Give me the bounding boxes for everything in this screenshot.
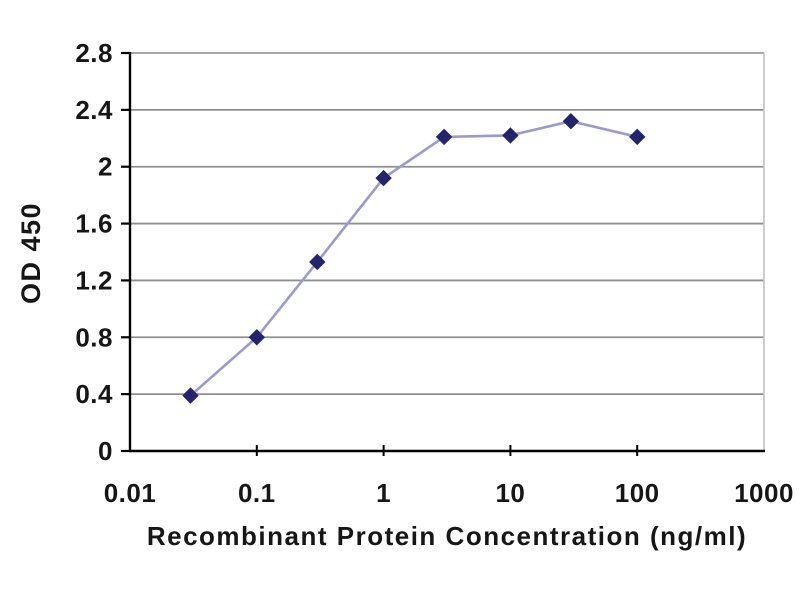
data-point-marker — [375, 169, 392, 187]
series-line — [189, 119, 639, 397]
y-tick-label: 2 — [98, 152, 113, 182]
y-axis-title: OD 450 — [16, 202, 46, 304]
data-point-marker — [435, 128, 453, 146]
x-tick-label: 100 — [615, 478, 660, 508]
data-point-marker — [182, 387, 199, 404]
y-tick-marks — [121, 51, 130, 453]
x-tick-label: 1000 — [734, 478, 794, 508]
x-tick-marks — [255, 445, 639, 456]
data-point-marker — [248, 329, 266, 346]
y-tick-label: 0.4 — [75, 379, 113, 409]
x-tick-label: 0.1 — [238, 478, 276, 508]
y-tick-label: 1.2 — [75, 265, 113, 295]
y-tick-label: 2.4 — [75, 95, 113, 125]
x-tick-label: 10 — [495, 478, 525, 508]
plot-border — [130, 52, 765, 451]
x-tick-label: 0.01 — [104, 478, 157, 508]
y-tick-label: 1.6 — [75, 209, 113, 239]
x-tick-labels: 0.01 0.1 1 10 100 1000 — [104, 478, 794, 508]
data-point-marker — [309, 253, 326, 271]
data-point-marker — [628, 128, 646, 146]
axes — [128, 52, 765, 453]
x-axis-title: Recombinant Protein Concentration (ng/ml… — [147, 521, 747, 551]
y-tick-label: 2.8 — [75, 38, 113, 68]
data-series — [182, 113, 646, 404]
x-tick-label: 1 — [376, 478, 391, 508]
gridlines — [130, 108, 764, 396]
y-tick-labels: 0 0.4 0.8 1.2 1.6 2 2.4 2.8 — [75, 38, 113, 466]
y-tick-label: 0 — [98, 436, 113, 466]
data-point-marker — [502, 127, 519, 144]
data-point-marker — [562, 113, 580, 130]
y-tick-label: 0.8 — [75, 322, 113, 352]
